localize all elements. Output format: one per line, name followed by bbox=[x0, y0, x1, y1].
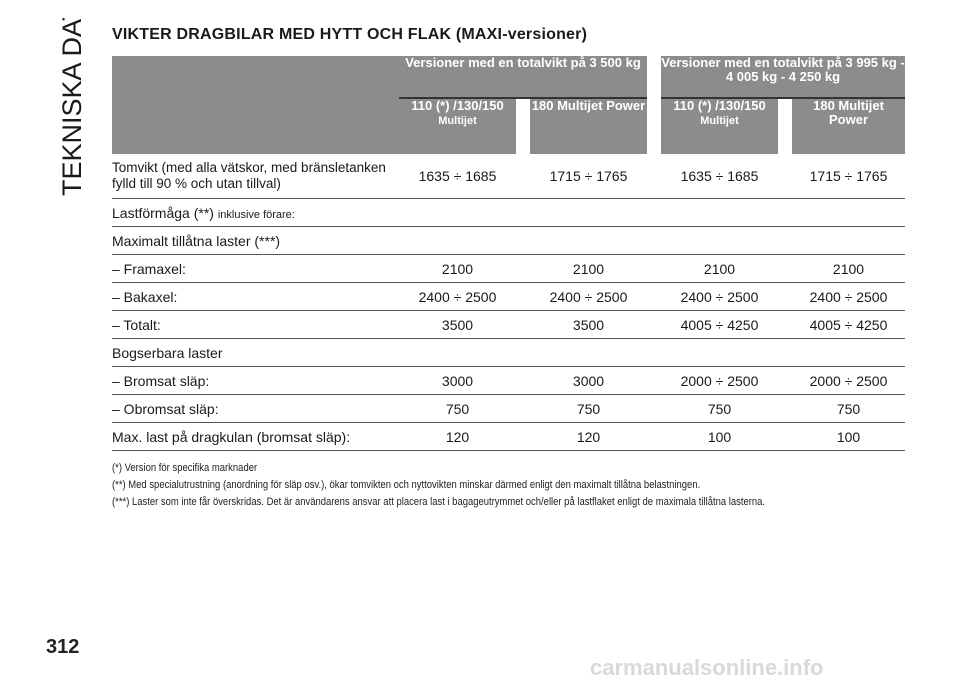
engine-header-1-sub: Multijet bbox=[438, 115, 477, 127]
engine-header-3-sub: Multijet bbox=[700, 115, 739, 127]
engine-header-1-main: 110 (*) /130/150 bbox=[411, 98, 504, 113]
table-cell: 2000 ÷ 2500 bbox=[792, 366, 906, 395]
page-heading: VIKTER DRAGBILAR MED HYTT OCH FLAK (MAXI… bbox=[112, 26, 588, 43]
table-row: Tomvikt (med alla vätskor, med bränsleta… bbox=[112, 154, 906, 199]
row-label-bogserbara: Bogserbara laster bbox=[112, 338, 906, 367]
table-cell: 750 bbox=[399, 394, 516, 423]
table-cell: 2100 bbox=[661, 254, 778, 283]
table-row: Max. last på dragkulan (bromsat släp): 1… bbox=[112, 422, 906, 451]
row-label-max-laster: Maximalt tillåtna laster (***) bbox=[112, 226, 906, 255]
footnote-3: (***) Laster som inte får överskridas. D… bbox=[112, 496, 766, 508]
table-cell: 1715 ÷ 1765 bbox=[792, 154, 906, 199]
table-cell: 2400 ÷ 2500 bbox=[530, 282, 647, 311]
row-label-bakaxel: – Bakaxel: bbox=[112, 282, 399, 311]
engine-header-2: 180 Multijet Power bbox=[530, 98, 647, 154]
table-cell: 4005 ÷ 4250 bbox=[792, 310, 906, 339]
section-side-title-text: TEKNISKA DATA bbox=[57, 18, 87, 196]
engine-header-4-main: 180 Multijet Power bbox=[813, 98, 884, 127]
table-cell: 750 bbox=[530, 394, 647, 423]
table-cell: 3000 bbox=[530, 366, 647, 395]
table-cell: 750 bbox=[661, 394, 778, 423]
table-cell: 120 bbox=[530, 422, 647, 451]
table-row: – Framaxel: 2100 2100 2100 2100 bbox=[112, 254, 906, 283]
table-cell: 1635 ÷ 1685 bbox=[399, 154, 516, 199]
table-cell: 1635 ÷ 1685 bbox=[661, 154, 778, 199]
row-label-lastformaga-note: inklusive förare: bbox=[217, 208, 295, 221]
table-row: Maximalt tillåtna laster (***) bbox=[112, 226, 906, 255]
table-cell: 2100 bbox=[530, 254, 647, 283]
table-cell: 4005 ÷ 4250 bbox=[661, 310, 778, 339]
table-cell: 1715 ÷ 1765 bbox=[530, 154, 647, 199]
table-cell: 2000 ÷ 2500 bbox=[661, 366, 778, 395]
table-cell: 100 bbox=[661, 422, 778, 451]
footnote-1: (*) Version för specifika marknader bbox=[112, 462, 258, 474]
row-label-dragkula: Max. last på dragkulan (bromsat släp): bbox=[112, 422, 399, 451]
row-label-lastformaga: Lastförmåga (**) bbox=[112, 204, 214, 221]
table-cell: 3500 bbox=[399, 310, 516, 339]
table-row: – Bakaxel: 2400 ÷ 2500 2400 ÷ 2500 2400 … bbox=[112, 282, 906, 311]
table-row: – Bromsat släp: 3000 3000 2000 ÷ 2500 20… bbox=[112, 366, 906, 395]
table-cell: 120 bbox=[399, 422, 516, 451]
row-label-framaxel: – Framaxel: bbox=[112, 254, 399, 283]
engine-header-1: 110 (*) /130/150 Multijet bbox=[399, 98, 516, 154]
engine-header-4: 180 Multijet Power bbox=[792, 98, 906, 154]
engine-header-3: 110 (*) /130/150 Multijet bbox=[661, 98, 778, 154]
watermark: carmanualsonline.info bbox=[590, 655, 824, 680]
table-cell: 750 bbox=[792, 394, 906, 423]
table-row: Lastförmåga (**) inklusive förare: bbox=[112, 198, 906, 227]
row-label-obromsat: – Obromsat släp: bbox=[112, 394, 399, 423]
engine-header-2-main: 180 Multijet Power bbox=[531, 98, 646, 113]
row-label-tomvikt: Tomvikt (med alla vätskor, med bränsleta… bbox=[112, 160, 386, 191]
header-corner bbox=[112, 56, 399, 154]
footnotes: (*) Version för specifika marknader (**)… bbox=[112, 460, 800, 511]
group-header-3500: Versioner med en totalvikt på 3 500 kg bbox=[399, 56, 647, 99]
engine-header-3-main: 110 (*) /130/150 bbox=[673, 98, 766, 113]
table-cell: 2400 ÷ 2500 bbox=[399, 282, 516, 311]
row-label-bromsat: – Bromsat släp: bbox=[112, 366, 399, 395]
table-row: – Totalt: 3500 3500 4005 ÷ 4250 4005 ÷ 4… bbox=[112, 310, 906, 339]
table-cell: 3000 bbox=[399, 366, 516, 395]
table-cell: 2100 bbox=[792, 254, 906, 283]
page-number: 312 bbox=[46, 636, 80, 658]
weights-table: Versioner med en totalvikt på 3 500 kg V… bbox=[112, 56, 906, 451]
table-row: Bogserbara laster bbox=[112, 338, 906, 367]
table-cell: 2400 ÷ 2500 bbox=[661, 282, 778, 311]
table-cell: 100 bbox=[792, 422, 906, 451]
table-cell: 2400 ÷ 2500 bbox=[792, 282, 906, 311]
table-cell: 2100 bbox=[399, 254, 516, 283]
row-label-totalt: – Totalt: bbox=[112, 310, 399, 339]
section-side-title: TEKNISKA DATA bbox=[47, 18, 91, 198]
table-row: – Obromsat släp: 750 750 750 750 bbox=[112, 394, 906, 423]
table-cell: 3500 bbox=[530, 310, 647, 339]
group-header-3995: Versioner med en totalvikt på 3 995 kg -… bbox=[661, 56, 906, 99]
footnote-2: (**) Med specialutrustning (anordning fö… bbox=[112, 479, 701, 491]
